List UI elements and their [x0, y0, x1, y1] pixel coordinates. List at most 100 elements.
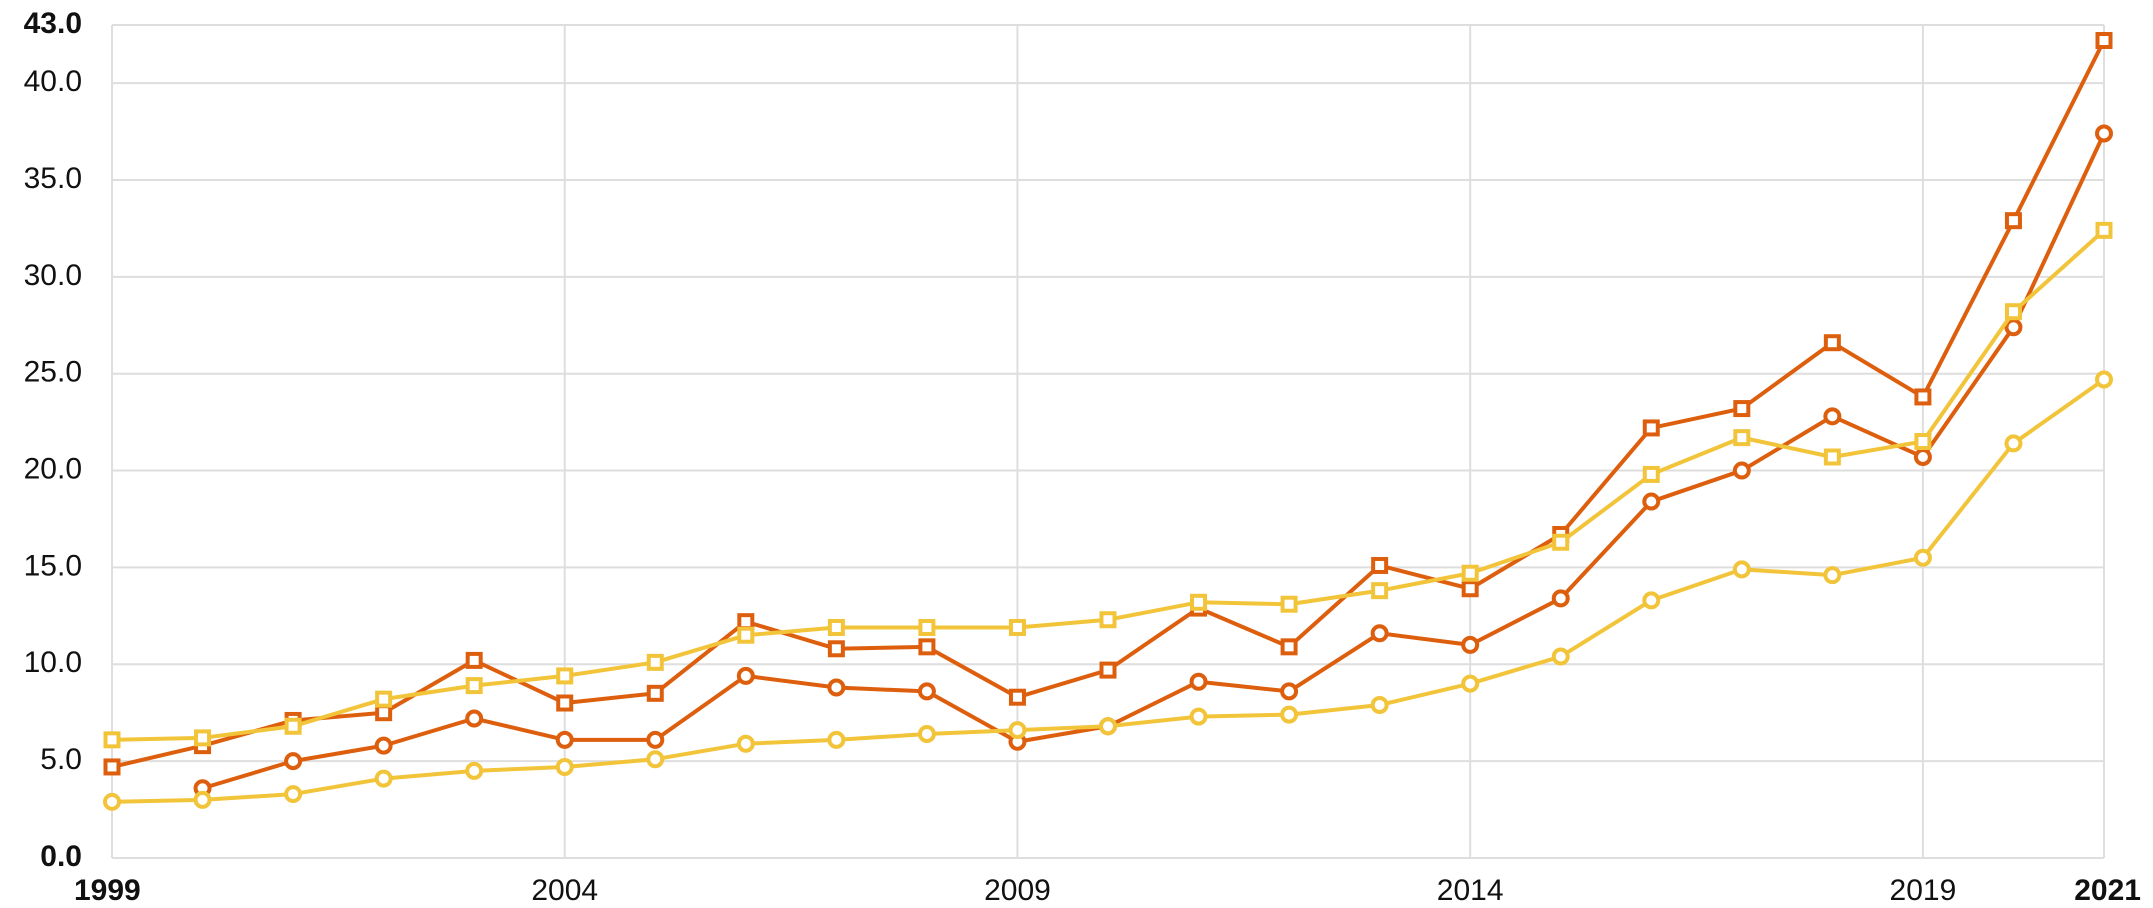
- marker: [1914, 433, 1932, 450]
- marker: [1642, 419, 1660, 437]
- x-tick-label: 2019: [1890, 874, 1957, 907]
- marker: [374, 736, 393, 755]
- marker: [374, 769, 393, 788]
- marker: [465, 709, 484, 728]
- marker: [375, 704, 393, 722]
- marker: [646, 750, 665, 769]
- marker: [1732, 461, 1751, 480]
- marker: [1913, 447, 1932, 466]
- marker: [1008, 618, 1026, 636]
- marker: [1733, 400, 1751, 418]
- marker: [1099, 611, 1117, 629]
- marker: [1371, 556, 1389, 574]
- y-tick-label: 15.0: [24, 549, 82, 582]
- marker: [1823, 566, 1842, 585]
- marker: [556, 694, 574, 712]
- marker: [2095, 221, 2113, 239]
- x-tick-label: 2004: [531, 874, 598, 907]
- series: [193, 124, 2113, 798]
- x-tick-label: 2021: [2074, 874, 2141, 907]
- marker: [2095, 124, 2113, 143]
- marker: [465, 651, 483, 669]
- marker: [1461, 580, 1479, 598]
- marker: [827, 678, 846, 697]
- marker: [1461, 564, 1479, 582]
- marker: [1008, 721, 1027, 740]
- marker: [917, 682, 936, 701]
- marker: [194, 729, 212, 747]
- marker: [1008, 688, 1026, 706]
- marker: [737, 626, 755, 644]
- marker: [1280, 682, 1299, 701]
- marker: [103, 792, 121, 811]
- marker: [1733, 429, 1751, 447]
- marker: [284, 785, 303, 804]
- marker: [827, 640, 845, 658]
- marker: [646, 730, 665, 749]
- line: [111, 39, 2106, 769]
- marker: [918, 618, 936, 636]
- marker: [1551, 647, 1570, 666]
- series: [103, 31, 2113, 776]
- marker: [1732, 560, 1751, 579]
- marker: [1189, 707, 1208, 726]
- marker: [1280, 595, 1298, 613]
- marker: [375, 690, 393, 708]
- marker: [736, 666, 755, 685]
- marker: [1371, 582, 1389, 600]
- y-tick-label: 35.0: [24, 162, 82, 195]
- marker: [284, 717, 302, 735]
- marker: [827, 618, 845, 636]
- y-tick-label: 0.0: [40, 840, 82, 873]
- marker: [1642, 465, 1660, 483]
- marker: [1823, 407, 1842, 426]
- marker: [646, 653, 664, 671]
- marker: [1642, 492, 1661, 511]
- y-tick-label: 30.0: [24, 259, 82, 292]
- marker: [1190, 593, 1208, 611]
- marker: [556, 667, 574, 685]
- marker: [1370, 695, 1389, 714]
- marker: [1642, 591, 1661, 610]
- marker: [1913, 548, 1932, 567]
- series: [103, 370, 2113, 811]
- y-tick-label: 10.0: [24, 646, 82, 679]
- marker: [1461, 635, 1480, 654]
- marker: [1189, 672, 1208, 691]
- y-tick-label: 43.0: [24, 7, 82, 40]
- marker: [737, 613, 755, 631]
- marker: [103, 731, 121, 749]
- marker: [2095, 31, 2113, 49]
- marker: [1280, 638, 1298, 656]
- marker: [465, 761, 484, 780]
- y-tick-label: 5.0: [40, 743, 82, 776]
- marker: [284, 752, 303, 771]
- marker: [1552, 533, 1570, 551]
- y-tick-label: 20.0: [24, 452, 82, 485]
- line: [201, 132, 2106, 791]
- marker: [2004, 212, 2022, 230]
- marker: [2095, 370, 2113, 389]
- marker: [1551, 589, 1570, 608]
- marker: [2004, 318, 2023, 337]
- marker: [918, 638, 936, 656]
- marker: [1370, 624, 1389, 643]
- y-tick-label: 40.0: [24, 65, 82, 98]
- series: [103, 221, 2113, 749]
- marker: [646, 684, 664, 702]
- marker: [1099, 661, 1117, 679]
- marker: [1280, 705, 1299, 724]
- marker: [1823, 334, 1841, 352]
- marker: [193, 790, 212, 809]
- marker: [465, 677, 483, 695]
- marker: [555, 757, 574, 776]
- marker: [827, 730, 846, 749]
- marker: [1461, 674, 1480, 693]
- marker: [2004, 303, 2022, 321]
- marker: [555, 730, 574, 749]
- marker: [1914, 388, 1932, 406]
- marker: [1823, 448, 1841, 466]
- x-tick-label: 2014: [1437, 874, 1504, 907]
- y-tick-label: 25.0: [24, 356, 82, 389]
